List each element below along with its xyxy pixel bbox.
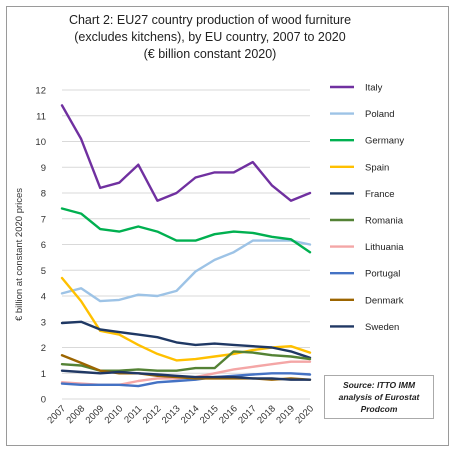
series-line-poland	[60, 239, 312, 303]
x-tick-label: 2017	[236, 403, 259, 426]
y-tick-label: 2	[41, 343, 46, 354]
chart-title-line-3: (€ billion constant 2020)	[143, 47, 277, 61]
legend-label-poland: Poland	[365, 109, 395, 120]
x-tick-label: 2008	[64, 403, 87, 426]
x-tick-label: 2009	[84, 403, 107, 426]
legend-label-germany: Germany	[365, 136, 404, 147]
y-tick-label: 0	[41, 395, 46, 406]
x-tick-label: 2012	[141, 403, 164, 426]
series-lines	[60, 104, 312, 388]
series-line-france	[60, 320, 312, 359]
legend-label-romania: Romania	[365, 216, 404, 227]
gridlines	[62, 89, 310, 400]
x-tick-label: 2011	[122, 403, 144, 425]
x-tick-label: 2010	[103, 403, 126, 426]
series-line-sweden	[60, 369, 312, 381]
chart-title: Chart 2: EU27 country production of wood…	[40, 12, 380, 63]
chart-title-line-2: (excludes kitchens), by EU country, 2007…	[74, 30, 346, 44]
chart-title-line-1: Chart 2: EU27 country production of wood…	[68, 13, 352, 27]
y-tick-label: 8	[41, 189, 46, 200]
legend-label-spain: Spain	[365, 162, 389, 173]
x-tick-label: 2007	[45, 403, 68, 426]
y-tick-label: 11	[36, 111, 46, 122]
legend-label-sweden: Sweden	[365, 322, 399, 333]
x-tick-label: 2020	[293, 403, 316, 426]
legend-label-denmark: Denmark	[365, 295, 404, 306]
x-tick-label: 2016	[217, 403, 240, 426]
legend-label-france: France	[365, 189, 395, 200]
x-tick-label: 2014	[179, 403, 202, 426]
legend-label-portugal: Portugal	[365, 269, 400, 280]
y-tick-label: 12	[35, 86, 46, 97]
x-tick-label: 2013	[160, 403, 183, 426]
y-axis-label: € billion at constant 2020 prices	[14, 188, 25, 321]
y-tick-label: 7	[41, 214, 46, 225]
x-tick-label: 2018	[255, 403, 278, 426]
series-line-romania	[60, 350, 312, 372]
legend-label-lithuania: Lithuania	[365, 242, 404, 253]
legend-label-italy: Italy	[365, 83, 383, 94]
y-tick-label: 3	[41, 317, 46, 328]
x-axis-ticks: 2007200820092010201120122013201420152016…	[45, 403, 316, 426]
series-line-italy	[60, 104, 312, 202]
y-tick-label: 9	[41, 163, 46, 174]
series-line-portugal	[60, 372, 312, 388]
y-tick-label: 4	[41, 292, 46, 303]
series-line-germany	[60, 207, 312, 254]
x-tick-label: 2015	[198, 403, 221, 426]
y-tick-label: 10	[35, 137, 46, 148]
y-tick-label: 1	[41, 369, 46, 380]
legend: Italy Poland Germany Spain France Romania Lith…	[330, 83, 404, 333]
source-note: Source: ITTO IMM analysis of Eurostat Pr…	[324, 375, 434, 419]
y-tick-label: 6	[41, 240, 46, 251]
y-tick-label: 5	[41, 266, 46, 277]
x-tick-label: 2019	[274, 403, 297, 426]
